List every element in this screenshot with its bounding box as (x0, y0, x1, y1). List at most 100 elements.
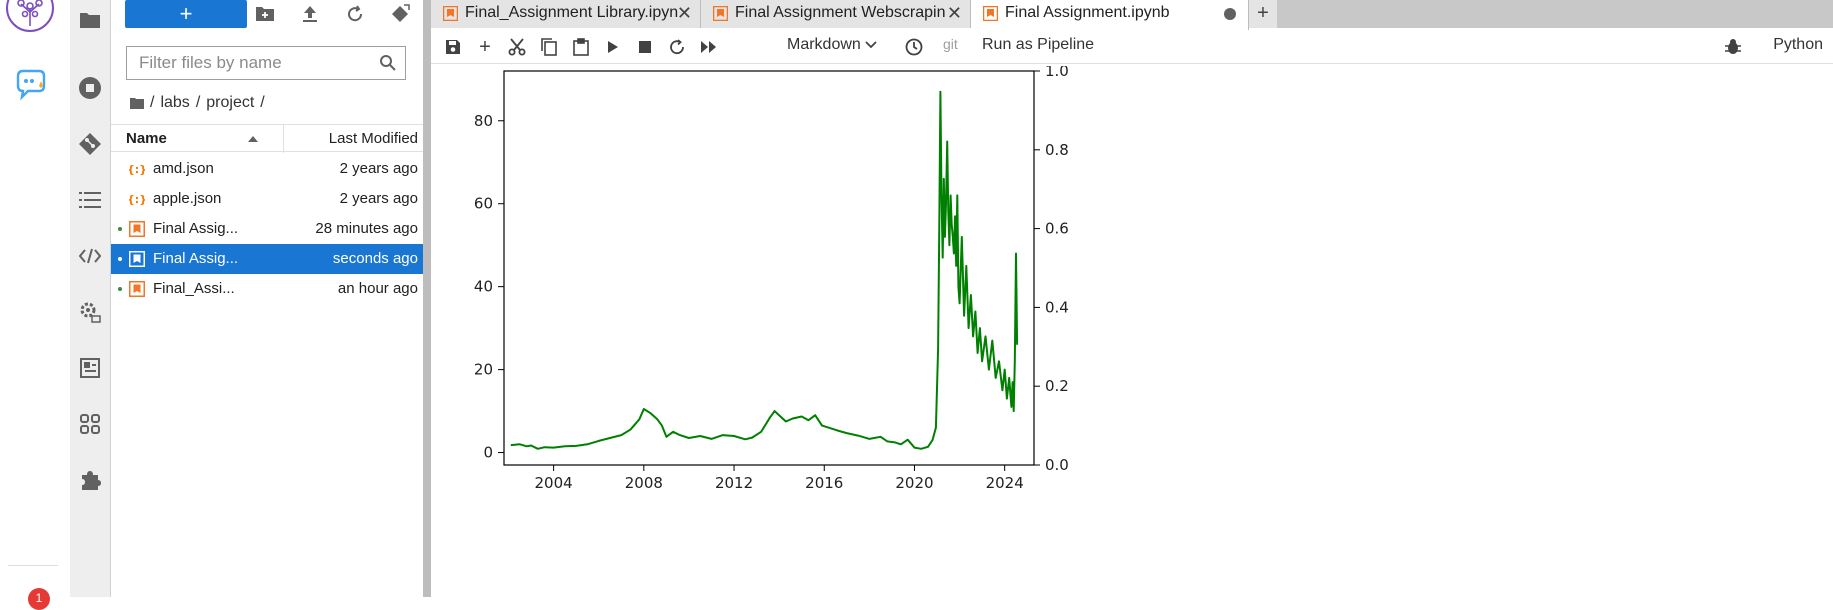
interrupt-kernel-icon[interactable] (635, 37, 655, 57)
activity-bar (70, 0, 111, 597)
running-sessions-icon[interactable] (78, 76, 102, 100)
extension-panel-icon[interactable] (78, 356, 102, 380)
copy-icon[interactable] (539, 37, 559, 57)
search-icon (380, 55, 396, 71)
add-tab-button[interactable]: + (1249, 0, 1277, 28)
tab-label: Final Assignment.ipynb (1005, 4, 1170, 21)
notebook-file-icon (129, 221, 145, 237)
property-inspector-icon[interactable] (78, 300, 102, 324)
breadcrumb-item-labs[interactable]: labs (160, 94, 190, 111)
svg-text:{:}: {:} (129, 193, 145, 206)
close-tab-icon[interactable]: ✕ (946, 3, 962, 23)
filter-files-input[interactable] (127, 47, 391, 79)
breadcrumb: / labs / project / (130, 92, 265, 114)
components-icon[interactable] (78, 412, 102, 436)
refresh-icon[interactable] (345, 4, 365, 24)
git-clone-icon[interactable] (390, 4, 410, 24)
insert-cell-icon[interactable]: + (479, 35, 491, 58)
running-indicator-icon (118, 257, 122, 261)
git-label[interactable]: git (943, 36, 958, 52)
new-launcher-button[interactable]: + (125, 0, 247, 28)
running-indicator-icon (118, 227, 122, 231)
file-row[interactable]: {:} amd.json 2 years ago (111, 154, 423, 184)
y-tick-label: 40 (474, 278, 493, 296)
debugger-bug-icon[interactable] (1723, 37, 1743, 57)
file-name: Final Assig... (153, 250, 239, 267)
y-tick-label: 80 (474, 112, 493, 130)
panel-splitter[interactable] (423, 0, 431, 597)
puzzle-extension-icon[interactable] (78, 468, 102, 492)
breadcrumb-separator: / (150, 94, 155, 111)
filter-files-field[interactable] (126, 46, 406, 80)
home-folder-icon[interactable] (130, 97, 144, 109)
tab-final-assignment-webscraping[interactable]: Final Assignment Webscraping.ipynb ✕ (701, 0, 971, 28)
cell-type-dropdown[interactable]: Markdown (787, 36, 877, 54)
name-column-header[interactable]: Name (126, 130, 167, 147)
code-snippets-icon[interactable] (78, 244, 102, 268)
file-browser-toolbar: + (125, 0, 417, 28)
notification-badge[interactable]: 1 (28, 588, 50, 610)
x-tick-label: 2024 (986, 474, 1024, 492)
restart-run-all-icon[interactable] (699, 37, 719, 57)
unsaved-indicator-icon[interactable] (1224, 8, 1236, 20)
y2-tick-label: 0.0 (1045, 456, 1069, 474)
close-tab-icon[interactable]: ✕ (676, 3, 692, 23)
y2-tick-label: 0.4 (1045, 298, 1069, 316)
file-row[interactable]: Final Assig... seconds ago (111, 244, 423, 274)
notebook-icon (983, 6, 998, 21)
file-browser-panel: + / labs / project / (111, 0, 423, 597)
ai-assistant-icon[interactable] (12, 66, 48, 102)
new-folder-icon[interactable] (255, 4, 275, 24)
left-strip: 1 (0, 0, 70, 610)
file-row[interactable]: Final Assig... 28 minutes ago (111, 214, 423, 244)
chevron-down-icon (865, 41, 877, 49)
plot-frame (503, 70, 1035, 466)
file-modified: 28 minutes ago (315, 220, 418, 237)
kernel-name[interactable]: Python (1773, 36, 1823, 53)
line-chart: 2004 2008 2012 2016 2020 2024 0 20 40 60 80 0.0 0.2 0… (474, 62, 1069, 492)
file-name: Final_Assi... (153, 280, 235, 297)
breadcrumb-separator: / (195, 94, 201, 111)
run-as-pipeline-button[interactable]: Run as Pipeline (982, 36, 1095, 53)
file-row[interactable]: Final_Assi... an hour ago (111, 274, 423, 304)
x-tick-label: 2008 (625, 474, 663, 492)
breadcrumb-item-project[interactable]: project (206, 94, 255, 111)
x-tick-label: 2004 (535, 474, 573, 492)
app-logo-icon[interactable] (6, 0, 54, 32)
file-name: Final Assig... (153, 220, 239, 237)
sort-ascending-icon[interactable] (248, 136, 258, 142)
column-divider[interactable] (283, 125, 284, 153)
y2-tick-label: 1.0 (1045, 66, 1069, 80)
git-icon[interactable] (78, 132, 102, 156)
json-file-icon: {:} (129, 193, 145, 206)
cell-type-label: Markdown (787, 36, 861, 53)
cut-icon[interactable] (507, 37, 527, 57)
notebook-icon (713, 6, 728, 21)
file-list: {:} amd.json 2 years ago {:} apple.json 2 yea… (111, 154, 423, 304)
folder-icon[interactable] (78, 8, 102, 32)
file-name: amd.json (153, 160, 214, 177)
series-line (510, 90, 1019, 450)
y2-tick-label: 0.6 (1045, 220, 1069, 238)
table-of-contents-icon[interactable] (78, 188, 102, 212)
x-tick-label: 2016 (805, 474, 843, 492)
notebook-file-icon (129, 251, 145, 267)
save-icon[interactable] (443, 37, 463, 57)
run-cell-icon[interactable] (603, 37, 623, 57)
main-area: Final_Assignment Library.ipynb ✕ Final A… (431, 0, 1833, 597)
file-modified: an hour ago (337, 280, 418, 297)
upload-icon[interactable] (300, 4, 320, 24)
restart-kernel-icon[interactable] (667, 37, 687, 57)
tab-final-assignment-library[interactable]: Final_Assignment Library.ipynb ✕ (431, 0, 701, 28)
notebook-file-icon (129, 281, 145, 297)
tab-label: Final Assignment Webscraping.ipynb (735, 4, 945, 21)
file-list-header: Name Last Modified (111, 124, 423, 153)
last-modified-column-header[interactable]: Last Modified (328, 130, 418, 147)
paste-icon[interactable] (571, 37, 591, 57)
document-tab-bar: Final_Assignment Library.ipynb ✕ Final A… (431, 0, 1833, 30)
file-row[interactable]: {:} apple.json 2 years ago (111, 184, 423, 214)
x-tick-label: 2020 (895, 474, 933, 492)
tab-final-assignment[interactable]: Final Assignment.ipynb (971, 0, 1249, 30)
history-clock-icon[interactable] (904, 37, 924, 57)
